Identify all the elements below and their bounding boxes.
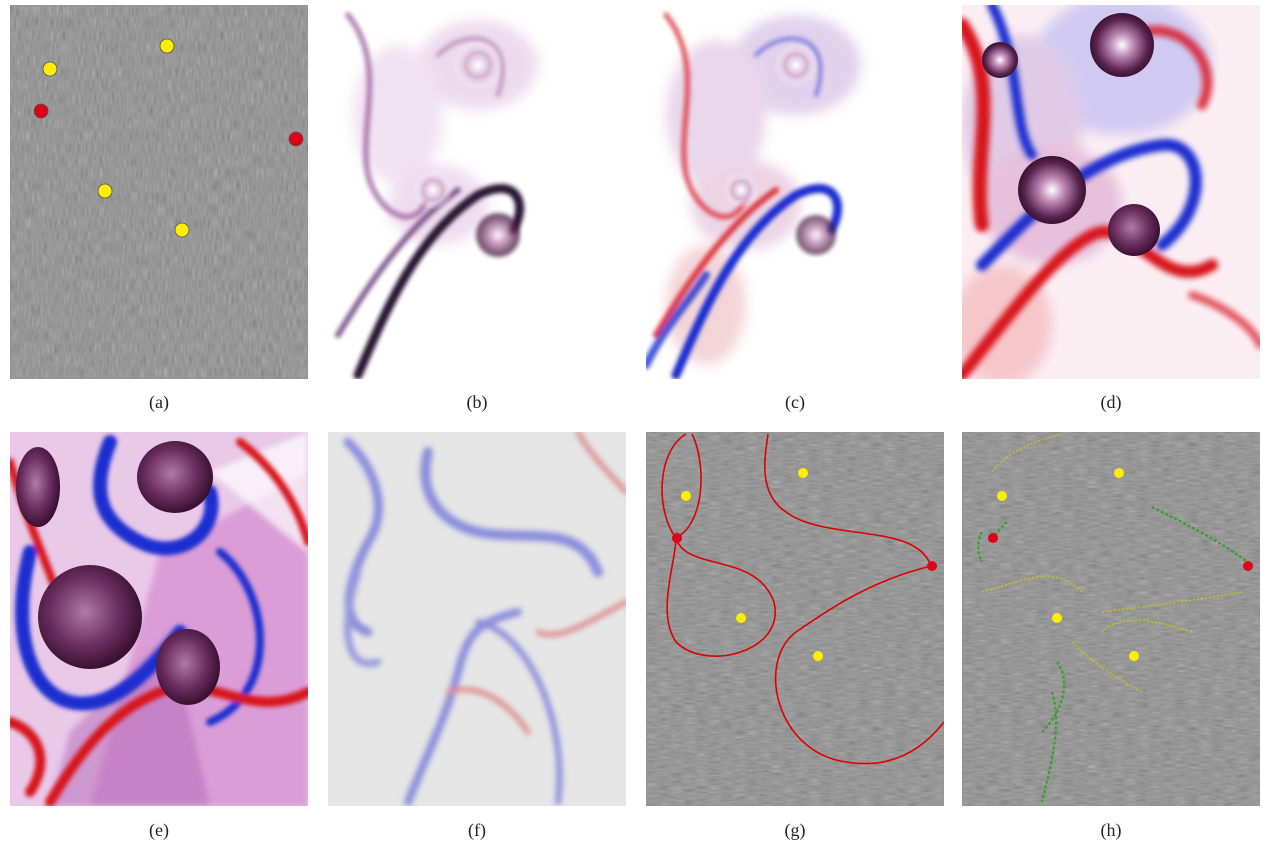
- caption-h: (h): [1100, 820, 1122, 840]
- panel-d: [962, 5, 1260, 379]
- scalar-field-e: [10, 432, 308, 806]
- caption-c: (c): [785, 392, 805, 412]
- ridge-lines-yellow: [981, 433, 1243, 693]
- center-point-marker: [174, 222, 190, 238]
- scalar-field-d: [962, 5, 1260, 379]
- panel-h: [962, 432, 1260, 806]
- lic-image-h: [962, 432, 1260, 806]
- center-point-marker: [997, 491, 1007, 501]
- scalar-field-c: [646, 5, 944, 379]
- caption-d: (d): [1100, 392, 1122, 412]
- saddle-point-marker: [927, 561, 937, 571]
- center-point-marker: [1114, 468, 1124, 478]
- panel-f: [328, 432, 626, 806]
- caption-e: (e): [149, 820, 169, 840]
- scalar-field-b: [328, 5, 626, 379]
- caption-b: (b): [466, 392, 488, 412]
- center-point-marker: [798, 468, 808, 478]
- center-point-marker: [159, 38, 175, 54]
- lic-image-g: [646, 432, 944, 806]
- saddle-point-marker: [1243, 561, 1253, 571]
- caption-f: (f): [468, 820, 486, 840]
- lic-image-a: [10, 5, 308, 379]
- saddle-point-marker: [33, 103, 49, 119]
- center-point-marker: [736, 613, 746, 623]
- panel-b: [328, 5, 626, 379]
- separatrix-lines: [661, 433, 944, 765]
- center-point-marker: [681, 491, 691, 501]
- center-point-marker: [813, 651, 823, 661]
- caption-g: (g): [784, 820, 806, 840]
- panel-c: [646, 5, 944, 379]
- panel-a: [10, 5, 308, 379]
- ridge-field-f: [328, 432, 626, 806]
- center-point-marker: [97, 183, 113, 199]
- panel-g: [646, 432, 944, 806]
- center-point-marker: [42, 61, 58, 77]
- center-point-marker: [1052, 613, 1062, 623]
- center-point-marker: [1129, 651, 1139, 661]
- saddle-point-marker: [988, 533, 998, 543]
- saddle-point-marker: [672, 533, 682, 543]
- saddle-point-marker: [288, 131, 304, 147]
- panel-e: [10, 432, 308, 806]
- caption-a: (a): [149, 392, 169, 412]
